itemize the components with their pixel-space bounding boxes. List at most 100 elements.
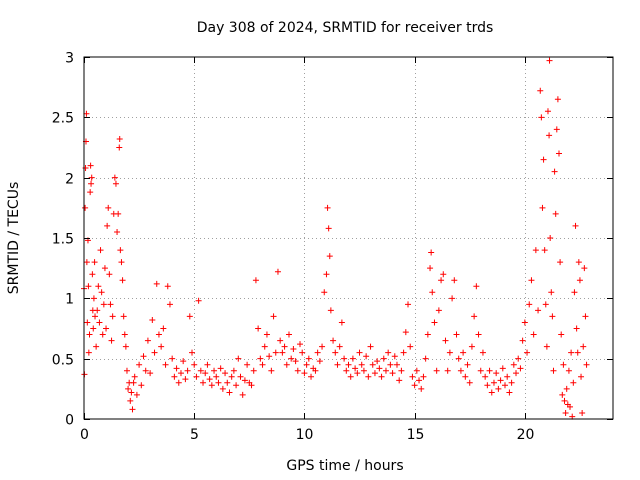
data-point xyxy=(121,331,128,338)
chart-title: Day 308 of 2024, SRMTID for receiver trd… xyxy=(197,20,494,36)
data-point xyxy=(128,389,135,396)
data-point xyxy=(568,349,575,356)
data-point xyxy=(222,370,229,377)
data-point xyxy=(230,367,237,374)
data-point xyxy=(323,271,330,278)
data-point xyxy=(354,370,361,377)
data-point xyxy=(338,319,345,326)
data-point xyxy=(325,225,332,232)
data-point xyxy=(142,367,149,374)
data-point xyxy=(549,313,556,320)
data-point xyxy=(153,280,160,287)
data-point xyxy=(567,403,574,410)
data-point xyxy=(407,343,414,350)
data-point xyxy=(259,361,266,368)
data-point xyxy=(226,389,233,396)
data-point xyxy=(219,385,226,392)
data-point xyxy=(365,373,372,380)
data-point xyxy=(360,367,367,374)
data-point xyxy=(189,349,196,356)
data-point xyxy=(484,382,491,389)
data-point xyxy=(147,370,154,377)
data-point xyxy=(554,96,561,103)
data-point xyxy=(562,409,569,416)
data-point xyxy=(191,361,198,368)
data-point xyxy=(343,367,350,374)
data-point xyxy=(202,370,209,377)
data-point xyxy=(326,253,333,260)
data-point xyxy=(100,301,107,308)
data-point xyxy=(580,343,587,350)
data-point xyxy=(241,377,248,384)
data-point xyxy=(526,301,533,308)
data-point xyxy=(380,355,387,362)
data-point xyxy=(160,325,167,332)
data-point xyxy=(553,126,560,133)
data-point xyxy=(123,367,130,374)
y-tick-label: 2.5 xyxy=(52,111,74,127)
data-point xyxy=(208,382,215,389)
data-point xyxy=(305,355,312,362)
data-point xyxy=(547,235,554,241)
data-point xyxy=(524,349,531,356)
data-point xyxy=(532,247,539,254)
data-point xyxy=(405,301,412,308)
data-point xyxy=(115,210,122,217)
data-point xyxy=(418,385,425,392)
data-point xyxy=(575,259,582,266)
data-point xyxy=(552,210,559,217)
data-point xyxy=(314,349,321,356)
data-point xyxy=(266,353,273,360)
data-point xyxy=(83,259,90,266)
y-tick-label: 1.5 xyxy=(52,232,74,248)
data-point xyxy=(475,331,482,338)
data-point xyxy=(581,265,588,272)
y-tick-label: 2 xyxy=(65,172,74,188)
data-point xyxy=(530,331,537,338)
data-point xyxy=(233,382,240,389)
data-point xyxy=(175,379,182,386)
data-point xyxy=(468,343,475,350)
data-point xyxy=(111,174,118,181)
data-point xyxy=(455,355,462,362)
data-point xyxy=(85,283,92,290)
data-point xyxy=(431,319,438,326)
data-point xyxy=(438,277,445,284)
data-point xyxy=(363,353,370,360)
data-point xyxy=(409,373,416,380)
data-point xyxy=(391,353,398,360)
data-point xyxy=(213,373,220,380)
data-point xyxy=(510,361,517,368)
data-point xyxy=(250,367,257,374)
data-point xyxy=(550,367,557,374)
data-point xyxy=(402,329,409,336)
data-point xyxy=(92,313,99,320)
data-point xyxy=(127,397,134,404)
data-point xyxy=(440,271,447,278)
data-point xyxy=(215,379,222,386)
data-point xyxy=(347,373,354,380)
data-point xyxy=(572,222,579,229)
data-point xyxy=(138,382,145,389)
data-point xyxy=(182,376,189,383)
y-tick-label: 3 xyxy=(65,51,74,67)
data-point xyxy=(279,349,286,356)
data-point xyxy=(99,331,106,338)
data-point xyxy=(513,370,520,377)
data-point xyxy=(140,353,147,360)
data-point xyxy=(374,358,381,365)
data-point xyxy=(155,331,162,338)
data-point xyxy=(97,247,104,254)
data-point xyxy=(177,370,184,377)
data-point xyxy=(540,156,547,163)
data-point xyxy=(393,361,400,368)
data-point xyxy=(90,325,97,332)
data-point xyxy=(204,361,211,368)
data-point xyxy=(349,355,356,362)
data-point xyxy=(87,189,94,196)
data-point xyxy=(327,307,334,314)
data-point xyxy=(193,373,200,380)
data-point xyxy=(169,355,176,362)
data-point xyxy=(573,325,580,332)
data-point xyxy=(330,337,337,344)
